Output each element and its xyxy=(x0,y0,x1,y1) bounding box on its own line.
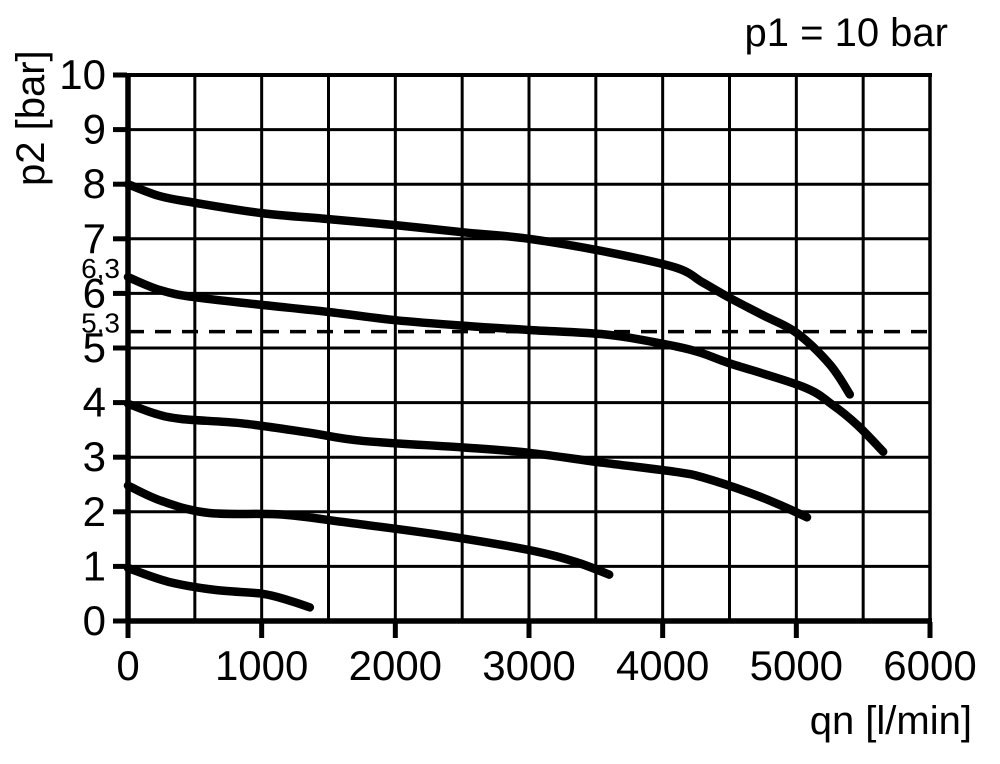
y-tick-label: 10 xyxy=(59,51,106,98)
x-tick-label: 1000 xyxy=(215,642,308,689)
y-tick-label: 9 xyxy=(83,106,106,153)
curves xyxy=(123,179,888,612)
y-annotation-5-3: 5,3 xyxy=(81,308,120,339)
axis-ticks xyxy=(113,72,933,638)
y-tick-label: 7 xyxy=(83,215,106,262)
curve-2.5-bar xyxy=(123,481,614,579)
y-tick-label: 6 xyxy=(83,269,106,316)
y-tick-label: 4 xyxy=(83,379,106,426)
y-tick-label: 1 xyxy=(83,542,106,589)
y-tick-label: 3 xyxy=(83,433,106,480)
chart-title: p1 = 10 bar xyxy=(745,11,949,55)
x-tick-label: 5000 xyxy=(750,642,843,689)
x-tick-label: 6000 xyxy=(883,642,976,689)
curve-8-bar xyxy=(123,179,855,399)
tick-labels: 0 1 2 3 4 5 6 7 8 9 10 0 1000 2000 3000 4000 5000 6000 6,3… xyxy=(59,51,976,689)
curve-4-bar xyxy=(123,399,812,522)
y-tick-label: 5 xyxy=(83,324,106,371)
curve-6.3-bar xyxy=(123,272,888,456)
x-tick-label: 0 xyxy=(116,642,139,689)
curve-1-bar xyxy=(123,563,315,612)
y-axis-label: p2 [bar] xyxy=(9,50,53,186)
y-tick-label: 0 xyxy=(83,597,106,644)
y-annotation-6-3: 6,3 xyxy=(81,253,120,284)
x-tick-label: 2000 xyxy=(349,642,442,689)
x-tick-label: 3000 xyxy=(482,642,575,689)
x-axis-label: qn [l/min] xyxy=(810,699,972,743)
y-tick-label: 8 xyxy=(83,160,106,207)
x-tick-label: 4000 xyxy=(616,642,709,689)
y-tick-label: 2 xyxy=(83,488,106,535)
plot-frame xyxy=(125,73,932,624)
